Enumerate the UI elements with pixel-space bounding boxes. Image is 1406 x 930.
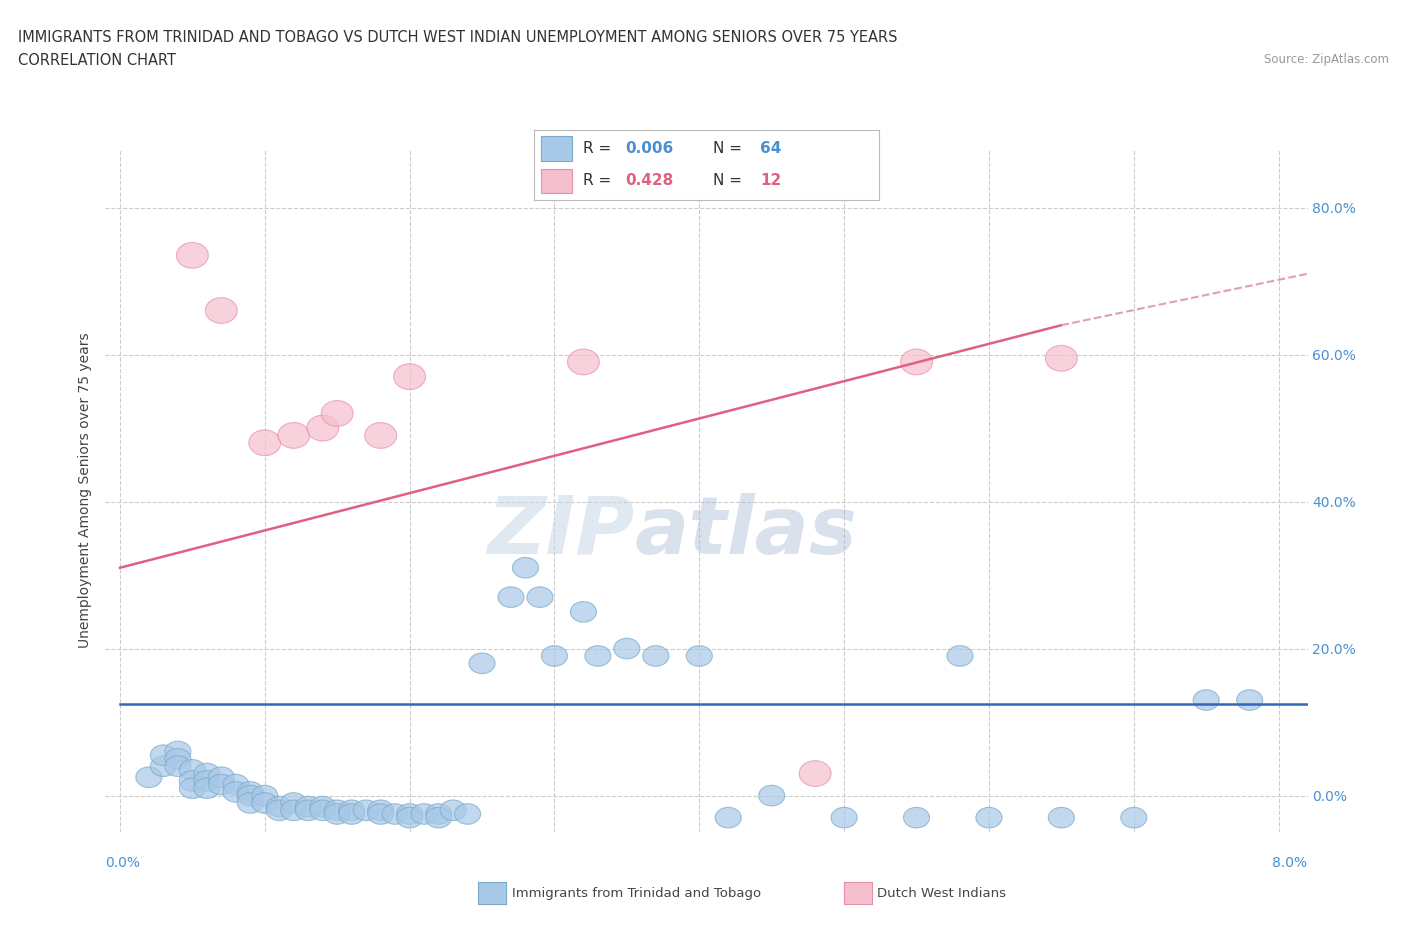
Text: ZIP: ZIP <box>486 493 634 571</box>
Bar <box>541 168 572 193</box>
Ellipse shape <box>238 785 263 806</box>
Ellipse shape <box>1046 345 1077 371</box>
Ellipse shape <box>426 804 451 824</box>
Ellipse shape <box>222 781 249 803</box>
Ellipse shape <box>614 638 640 658</box>
Ellipse shape <box>976 807 1002 828</box>
Ellipse shape <box>470 653 495 673</box>
Ellipse shape <box>150 756 176 777</box>
Text: 0.006: 0.006 <box>626 141 673 156</box>
Ellipse shape <box>454 804 481 824</box>
Text: 12: 12 <box>759 173 782 188</box>
Ellipse shape <box>325 800 350 820</box>
Ellipse shape <box>266 796 292 817</box>
Ellipse shape <box>339 800 364 820</box>
Text: 8.0%: 8.0% <box>1272 856 1308 870</box>
Ellipse shape <box>353 800 380 820</box>
Ellipse shape <box>295 800 321 820</box>
Ellipse shape <box>150 745 176 765</box>
Text: 64: 64 <box>759 141 782 156</box>
Ellipse shape <box>194 778 219 799</box>
Ellipse shape <box>208 775 235 795</box>
Ellipse shape <box>1194 690 1219 711</box>
Ellipse shape <box>396 807 423 828</box>
Ellipse shape <box>585 645 612 666</box>
Text: Immigrants from Trinidad and Tobago: Immigrants from Trinidad and Tobago <box>512 887 761 900</box>
Ellipse shape <box>238 792 263 813</box>
Ellipse shape <box>278 422 309 448</box>
Ellipse shape <box>904 807 929 828</box>
Ellipse shape <box>180 760 205 780</box>
Ellipse shape <box>364 422 396 448</box>
Ellipse shape <box>208 767 235 788</box>
Ellipse shape <box>266 800 292 820</box>
Ellipse shape <box>165 741 191 762</box>
Ellipse shape <box>295 796 321 817</box>
Ellipse shape <box>222 775 249 795</box>
Ellipse shape <box>541 645 568 666</box>
Text: CORRELATION CHART: CORRELATION CHART <box>18 53 176 68</box>
Ellipse shape <box>1121 807 1147 828</box>
Ellipse shape <box>205 298 238 324</box>
Ellipse shape <box>165 749 191 769</box>
Text: R =: R = <box>582 173 616 188</box>
Ellipse shape <box>1049 807 1074 828</box>
Ellipse shape <box>194 764 219 784</box>
Text: R =: R = <box>582 141 616 156</box>
Ellipse shape <box>367 804 394 824</box>
Ellipse shape <box>180 778 205 799</box>
Ellipse shape <box>281 800 307 820</box>
Text: N =: N = <box>713 173 747 188</box>
Ellipse shape <box>512 557 538 578</box>
Ellipse shape <box>394 364 426 390</box>
Ellipse shape <box>759 785 785 806</box>
Ellipse shape <box>136 767 162 788</box>
Ellipse shape <box>367 800 394 820</box>
Ellipse shape <box>165 756 191 777</box>
Ellipse shape <box>396 804 423 824</box>
Ellipse shape <box>571 602 596 622</box>
Ellipse shape <box>339 804 364 824</box>
Bar <box>541 137 572 161</box>
Ellipse shape <box>194 771 219 791</box>
Ellipse shape <box>307 415 339 441</box>
Text: atlas: atlas <box>634 493 858 571</box>
Y-axis label: Unemployment Among Seniors over 75 years: Unemployment Among Seniors over 75 years <box>79 333 93 648</box>
Text: Source: ZipAtlas.com: Source: ZipAtlas.com <box>1264 53 1389 66</box>
Ellipse shape <box>281 792 307 813</box>
Ellipse shape <box>249 430 281 456</box>
Ellipse shape <box>831 807 858 828</box>
Text: Dutch West Indians: Dutch West Indians <box>877 887 1007 900</box>
Ellipse shape <box>252 785 278 806</box>
Ellipse shape <box>180 771 205 791</box>
Ellipse shape <box>309 800 336 820</box>
Ellipse shape <box>527 587 553 607</box>
Ellipse shape <box>1237 690 1263 711</box>
Ellipse shape <box>176 243 208 268</box>
Ellipse shape <box>325 804 350 824</box>
Text: 0.428: 0.428 <box>626 173 673 188</box>
Ellipse shape <box>440 800 465 820</box>
Text: IMMIGRANTS FROM TRINIDAD AND TOBAGO VS DUTCH WEST INDIAN UNEMPLOYMENT AMONG SENI: IMMIGRANTS FROM TRINIDAD AND TOBAGO VS D… <box>18 30 898 45</box>
Ellipse shape <box>716 807 741 828</box>
Ellipse shape <box>238 781 263 803</box>
Ellipse shape <box>799 761 831 787</box>
Text: N =: N = <box>713 141 747 156</box>
Text: 0.0%: 0.0% <box>105 856 141 870</box>
Ellipse shape <box>946 645 973 666</box>
Ellipse shape <box>382 804 408 824</box>
Ellipse shape <box>426 807 451 828</box>
Ellipse shape <box>252 792 278 813</box>
Ellipse shape <box>568 349 599 375</box>
Ellipse shape <box>411 804 437 824</box>
Ellipse shape <box>643 645 669 666</box>
Ellipse shape <box>321 401 353 426</box>
Ellipse shape <box>686 645 713 666</box>
Ellipse shape <box>901 349 932 375</box>
Ellipse shape <box>309 796 336 817</box>
Ellipse shape <box>498 587 524 607</box>
